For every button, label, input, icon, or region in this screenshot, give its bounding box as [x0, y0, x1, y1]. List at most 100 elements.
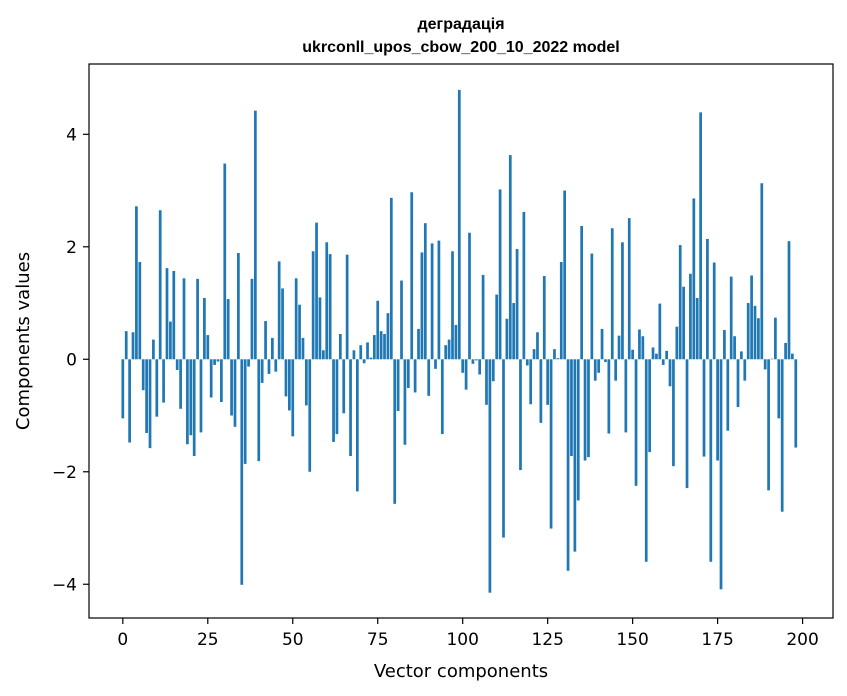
bar-169: [695, 297, 699, 360]
x-tick-label: 150: [616, 630, 648, 650]
bar-49: [288, 359, 291, 411]
bar-90: [427, 359, 431, 396]
bar-113: [505, 318, 509, 360]
bar-22: [196, 278, 199, 360]
bar-35: [240, 359, 244, 585]
bar-18: [182, 278, 186, 360]
bar-170: [699, 112, 702, 360]
bar-127: [553, 349, 556, 360]
bar-0: [121, 359, 125, 419]
bar-24: [203, 297, 206, 360]
bar-94: [440, 359, 444, 435]
x-tick-label: 25: [197, 630, 219, 650]
bar-50: [291, 359, 295, 437]
bar-9: [152, 339, 155, 360]
bar-114: [508, 155, 512, 360]
bar-147: [621, 242, 624, 360]
bar-36: [243, 359, 247, 464]
bar-167: [689, 273, 692, 360]
bar-41: [260, 359, 264, 383]
bar-190: [767, 359, 770, 491]
y-axis-label: Components values: [13, 252, 34, 430]
bar-51: [294, 278, 298, 360]
bar-89: [423, 223, 427, 360]
bar-116: [515, 249, 519, 360]
bar-1: [124, 331, 128, 360]
bar-66: [345, 254, 349, 360]
bar-156: [651, 347, 655, 360]
bar-106: [481, 274, 485, 360]
bar-99: [457, 89, 461, 360]
bar-7: [145, 359, 148, 433]
bar-165: [682, 286, 685, 360]
bar-161: [668, 359, 672, 387]
bar-132: [570, 359, 573, 457]
bar-86: [413, 359, 417, 393]
bar-70: [359, 345, 363, 360]
bar-76: [379, 331, 383, 360]
bar-56: [311, 251, 315, 360]
bar-153: [641, 336, 645, 360]
bar-52: [298, 304, 301, 360]
bar-73: [369, 357, 373, 360]
bar-54: [304, 359, 308, 406]
bar-188: [760, 183, 764, 360]
bar-20: [189, 359, 193, 436]
bar-157: [655, 353, 658, 360]
bar-148: [624, 359, 628, 433]
bar-137: [587, 359, 590, 458]
bar-163: [675, 326, 679, 360]
bar-111: [498, 189, 502, 360]
bar-100: [461, 359, 465, 373]
bar-29: [220, 359, 223, 403]
bar-149: [627, 218, 631, 360]
bar-166: [685, 359, 689, 489]
bar-154: [644, 359, 648, 562]
bar-159: [661, 359, 665, 365]
bar-80: [393, 359, 397, 504]
bar-179: [729, 276, 733, 360]
bar-44: [271, 337, 274, 360]
bar-196: [787, 241, 791, 360]
bar-194: [780, 359, 784, 512]
bar-71: [362, 359, 366, 364]
bar-192: [774, 317, 777, 360]
x-tick-label: 75: [367, 630, 389, 650]
bar-61: [328, 254, 332, 360]
bar-112: [502, 359, 505, 538]
bar-32: [230, 359, 233, 416]
bar-38: [250, 278, 254, 360]
bar-69: [355, 359, 359, 492]
bar-19: [186, 359, 189, 445]
bar-46: [277, 261, 281, 360]
chart-title: деградація: [417, 16, 504, 33]
bar-37: [247, 359, 250, 367]
x-axis-label: Vector components: [374, 661, 548, 682]
bar-92: [434, 359, 437, 369]
x-tick-label: 100: [446, 630, 478, 650]
bar-65: [342, 359, 346, 414]
bar-27: [213, 359, 216, 365]
bar-79: [389, 197, 393, 360]
bar-181: [736, 359, 740, 408]
plot-frame: [88, 63, 834, 619]
bar-185: [750, 275, 753, 360]
bar-77: [383, 333, 386, 360]
bar-115: [512, 303, 516, 360]
bar-117: [519, 359, 522, 471]
bar-197: [791, 353, 794, 360]
bar-34: [237, 252, 240, 360]
bar-14: [169, 321, 172, 360]
bar-75: [376, 300, 380, 360]
bar-133: [573, 359, 577, 552]
bar-144: [610, 228, 614, 360]
bar-30: [223, 163, 227, 360]
bar-53: [301, 337, 305, 360]
x-tick-label: 200: [786, 630, 818, 650]
bar-160: [665, 350, 668, 360]
bar-28: [216, 359, 220, 362]
chart-subtitle: ukrconll_upos_cbow_200_10_2022 model: [302, 39, 619, 56]
y-axis-ticks: −4 −2 0 2 4: [52, 125, 89, 595]
bar-12: [162, 359, 165, 403]
bar-146: [617, 335, 621, 360]
